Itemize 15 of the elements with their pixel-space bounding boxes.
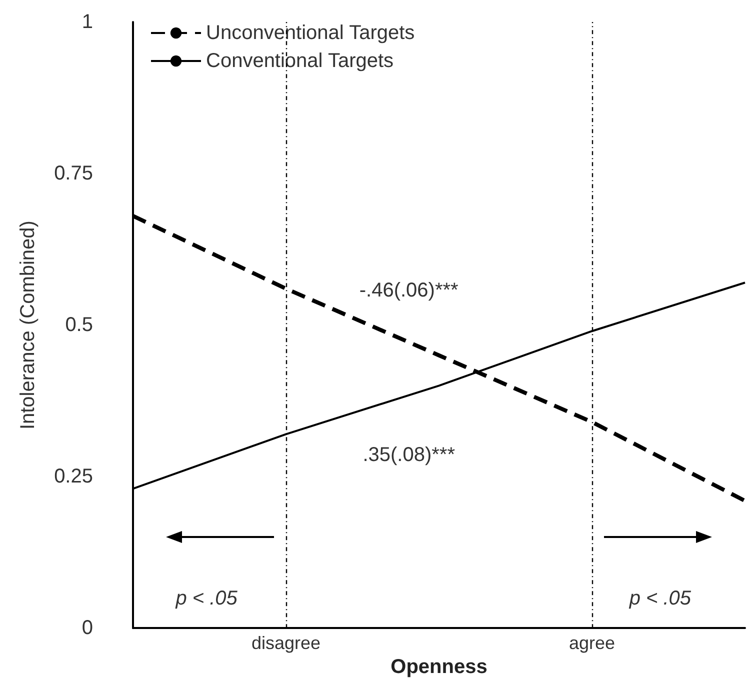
y-tick-label: 1: [82, 11, 93, 33]
y-tick-label: 0.5: [65, 314, 93, 336]
annotation: .35(.08)***: [362, 444, 456, 466]
x-tick-label: agree: [568, 633, 616, 654]
y-axis-title: Intolerance (Combined): [17, 220, 39, 430]
annotation: p < .05: [174, 587, 238, 610]
annotation: p < .05: [628, 587, 692, 610]
x-tick-label: disagree: [251, 633, 321, 654]
legend-label: Unconventional Targets: [206, 22, 415, 44]
legend-label: Conventional Targets: [206, 50, 394, 72]
annotation: -.46(.06)***: [359, 279, 459, 302]
y-tick-label: 0.25: [54, 466, 93, 488]
y-tick-label: 0.75: [54, 162, 93, 185]
x-axis-title: Openness: [390, 656, 488, 678]
y-tick-label: 0: [82, 617, 93, 640]
